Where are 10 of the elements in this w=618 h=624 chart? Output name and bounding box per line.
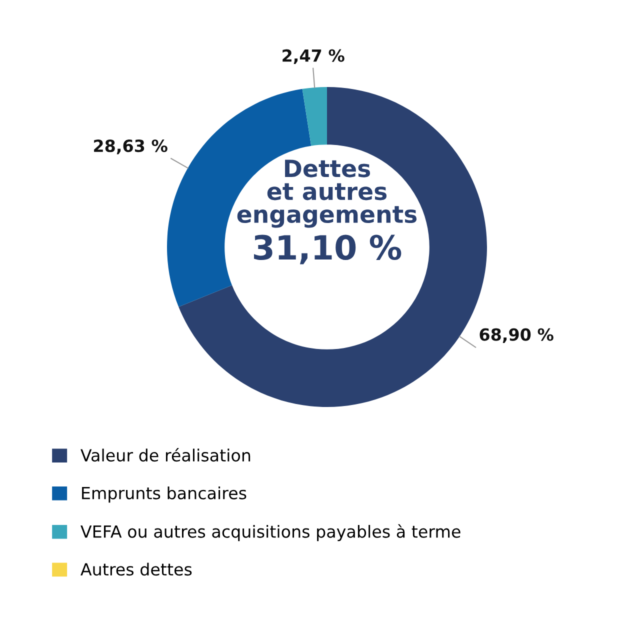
legend-label: Valeur de réalisation: [80, 448, 250, 462]
donut-slice: [302, 87, 327, 146]
data-label: 2,47 %: [282, 49, 344, 64]
data-label: 28,63 %: [94, 140, 168, 154]
text: Dettes et autres engagements: [237, 160, 417, 228]
legend-label: VEFA ou autres acquisitions payables à terme: [80, 524, 460, 542]
data-label: 68,90 %: [480, 328, 554, 343]
legend-label: Autres dettes: [80, 562, 192, 576]
text: 31,10 %: [254, 234, 402, 264]
legend-label: Emprunts bancaires: [82, 486, 246, 503]
